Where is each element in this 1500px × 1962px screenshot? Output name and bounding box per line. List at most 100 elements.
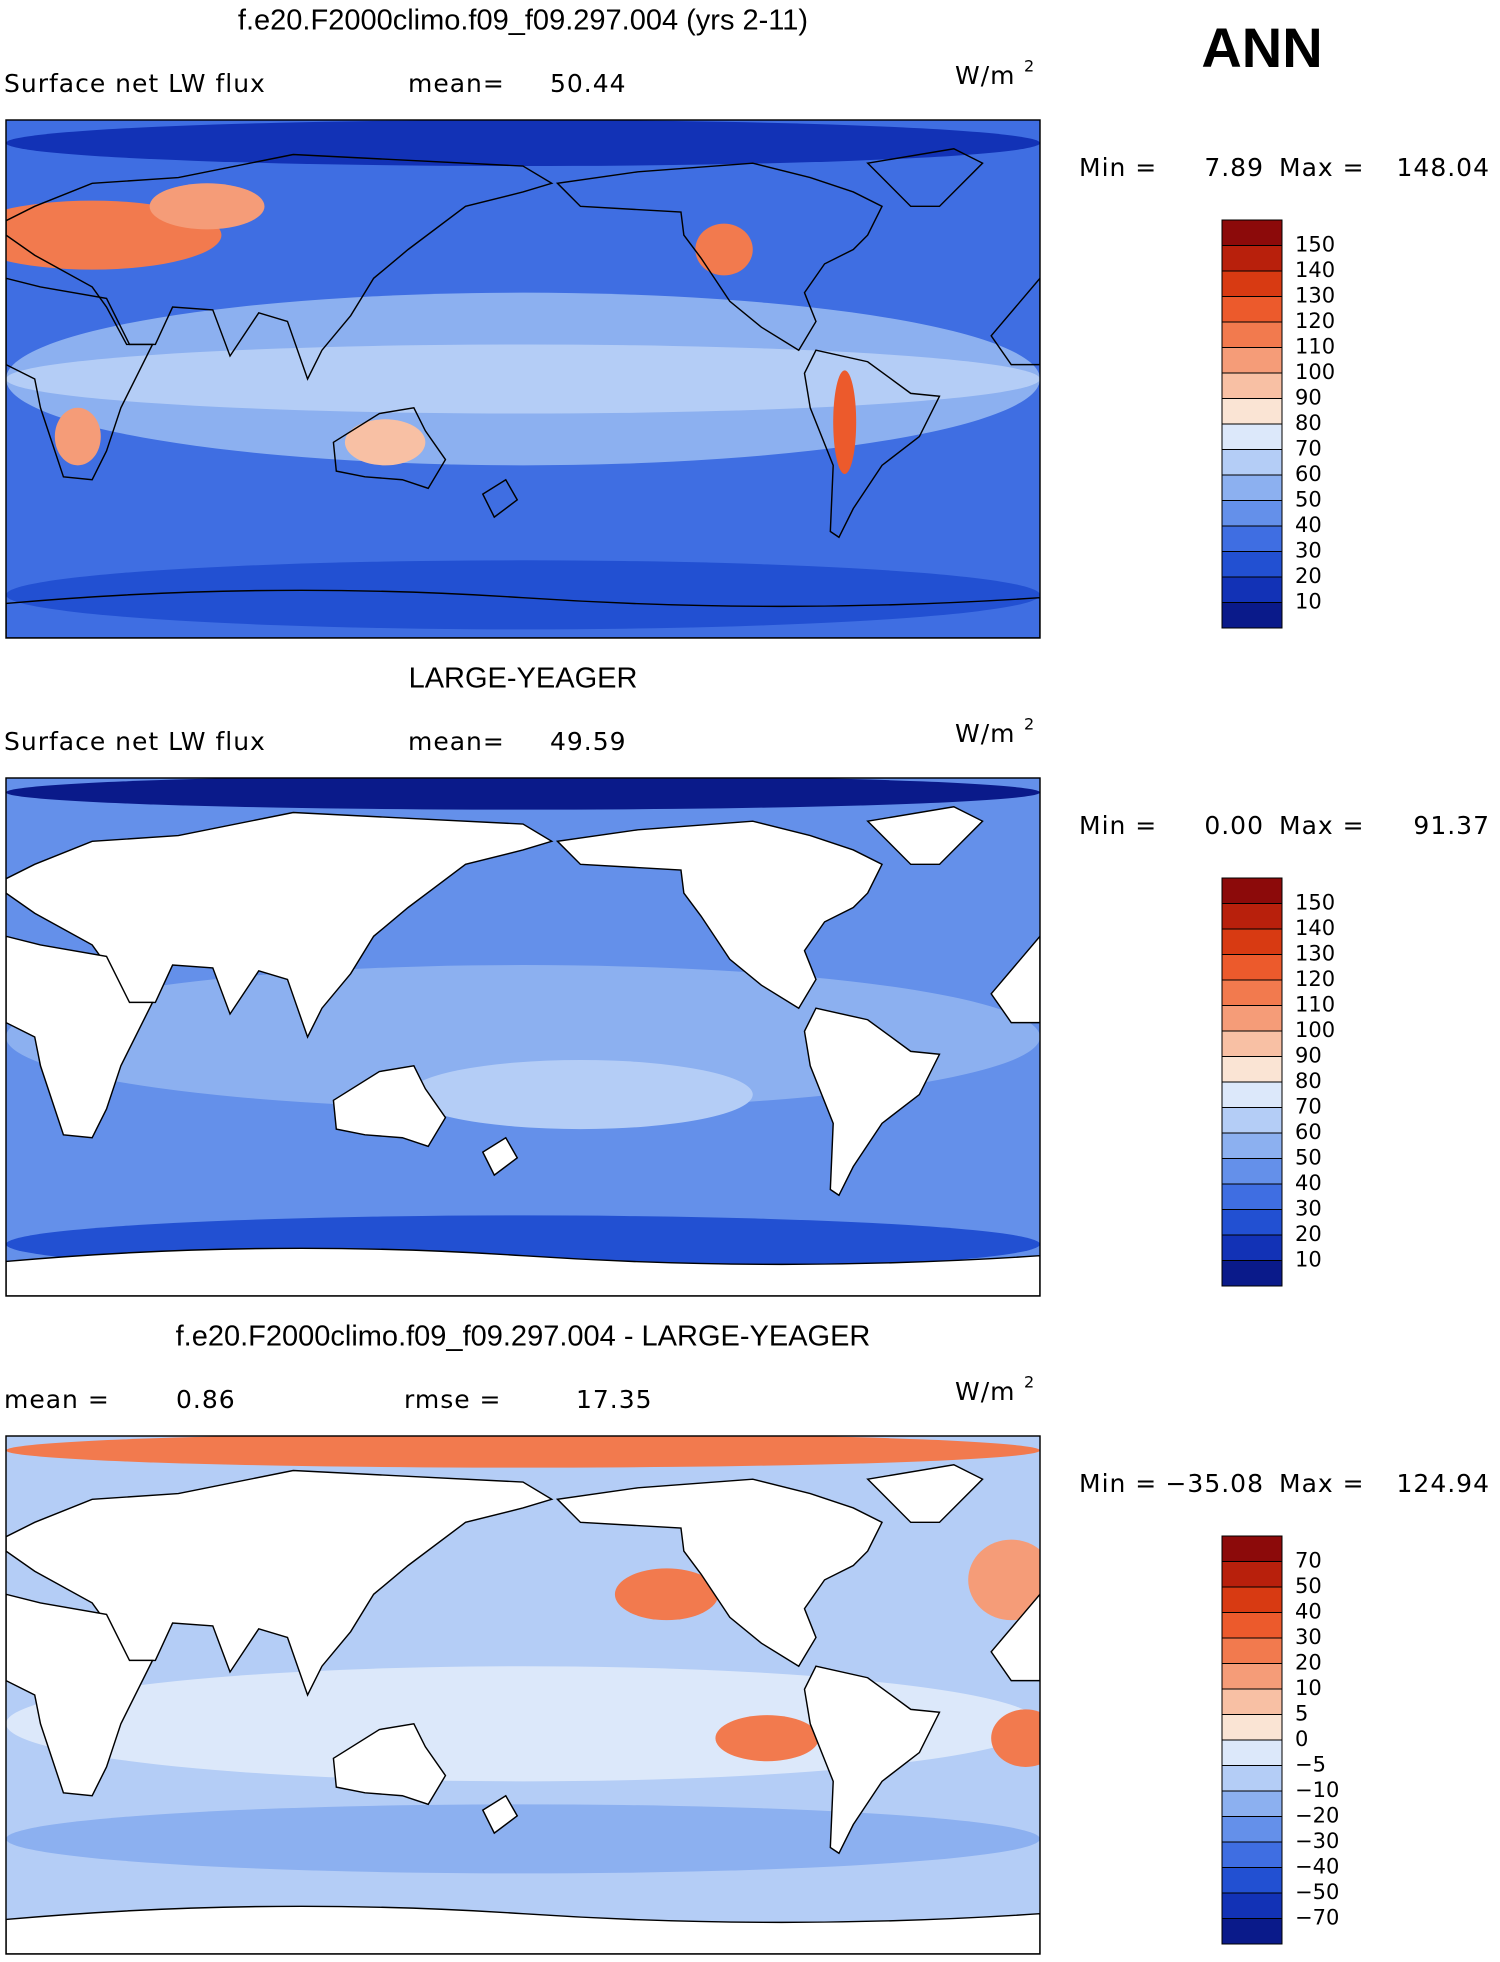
- colorbar-box: [1221, 1535, 1283, 1562]
- map: [5, 777, 1041, 1297]
- colorbar-label: 110: [1295, 993, 1335, 1017]
- units: W/m: [955, 1377, 1016, 1406]
- colorbar-box: [1221, 602, 1283, 629]
- field-region: [6, 778, 1040, 810]
- colorbar-box: [1221, 525, 1283, 552]
- panel: f.e20.F2000climo.f09_f09.297.004 - LARGE…: [4, 1321, 1490, 1955]
- stat-value: 49.59: [550, 727, 627, 756]
- panel: LARGE-YEAGER Surface net LW flux mean= 49.5…: [4, 663, 1490, 1297]
- colorbar-label: −70: [1295, 1906, 1339, 1930]
- colorbar-label: 80: [1295, 1069, 1322, 1093]
- map-field: [6, 120, 1040, 639]
- min-value: −35.08: [1165, 1469, 1264, 1498]
- stat-label: rmse =: [404, 1385, 502, 1414]
- field-region: [614, 1568, 719, 1621]
- colorbar-label: −5: [1295, 1753, 1326, 1777]
- colorbar-box: [1221, 1030, 1283, 1057]
- colorbar-box: [1221, 1612, 1283, 1639]
- colorbar-box: [1221, 1714, 1283, 1741]
- colorbar-label: −20: [1295, 1804, 1339, 1828]
- field-region: [6, 1436, 1040, 1468]
- colorbar-label: 0: [1295, 1727, 1308, 1751]
- colorbar-box: [1221, 500, 1283, 527]
- colorbar-label: 90: [1295, 1044, 1322, 1068]
- colorbar-label: 50: [1295, 1574, 1322, 1598]
- colorbar-label: 50: [1295, 1146, 1322, 1170]
- colorbar-label: 120: [1295, 967, 1335, 991]
- colorbar-box: [1221, 1867, 1283, 1894]
- colorbar-box: [1221, 1918, 1283, 1945]
- colorbar-label: −40: [1295, 1855, 1339, 1879]
- max-value: 91.37: [1413, 811, 1490, 840]
- units-superscript: 2: [1024, 715, 1034, 734]
- colorbar-box: [1221, 1765, 1283, 1792]
- field-region: [695, 223, 753, 276]
- units: W/m: [955, 61, 1016, 90]
- colorbar-box: [1221, 1081, 1283, 1108]
- colorbar-box: [1221, 1260, 1283, 1287]
- units-superscript: 2: [1024, 1373, 1034, 1392]
- colorbar-label: 30: [1295, 539, 1322, 563]
- field-region: [149, 183, 265, 230]
- colorbar-label: 130: [1295, 284, 1335, 308]
- colorbar-box: [1221, 903, 1283, 930]
- colorbar-box: [1221, 347, 1283, 374]
- colorbar-label: 140: [1295, 916, 1335, 940]
- field-label: Surface net LW flux: [4, 69, 266, 98]
- min-label: Min =: [1079, 1469, 1157, 1498]
- colorbar-label: 140: [1295, 258, 1335, 282]
- colorbar-label: 70: [1295, 1549, 1322, 1573]
- field-region: [6, 965, 1040, 1109]
- colorbar-box: [1221, 245, 1283, 272]
- colorbar-box: [1221, 1586, 1283, 1613]
- panel-title: f.e20.F2000climo.f09_f09.297.004 (yrs 2-…: [238, 5, 808, 37]
- map-frame: [5, 777, 1041, 1297]
- colorbar-box: [1221, 270, 1283, 297]
- stat-label: mean =: [4, 1385, 110, 1414]
- max-value: 124.94: [1397, 1469, 1490, 1498]
- max-label: Max =: [1279, 1469, 1365, 1498]
- colorbar-label: 30: [1295, 1197, 1322, 1221]
- field-region: [54, 407, 101, 466]
- colorbar-label: 10: [1295, 590, 1322, 614]
- min-value: 7.89: [1204, 153, 1264, 182]
- map-frame: [5, 1435, 1041, 1955]
- colorbar-box: [1221, 576, 1283, 603]
- colorbar-box: [1221, 1790, 1283, 1817]
- max-label: Max =: [1279, 153, 1365, 182]
- field-region: [833, 370, 857, 474]
- colorbar-label: 100: [1295, 1018, 1335, 1042]
- min-value: 0.00: [1204, 811, 1264, 840]
- colorbar-box: [1221, 877, 1283, 904]
- season-label: ANN: [1201, 16, 1322, 79]
- map-frame: [5, 119, 1041, 639]
- colorbar-box: [1221, 1056, 1283, 1083]
- colorbar-box: [1221, 1132, 1283, 1159]
- field-region: [715, 1715, 819, 1762]
- colorbar-box: [1221, 1816, 1283, 1843]
- field-region: [6, 560, 1040, 630]
- colorbar-box: [1221, 219, 1283, 246]
- field-region: [6, 120, 1040, 167]
- colorbar-label: 110: [1295, 335, 1335, 359]
- colorbar-box: [1221, 551, 1283, 578]
- colorbar-label: 80: [1295, 411, 1322, 435]
- colorbar-label: 30: [1295, 1625, 1322, 1649]
- colorbar-box: [1221, 1158, 1283, 1185]
- colorbar-label: 70: [1295, 1095, 1322, 1119]
- colorbar-label: 10: [1295, 1676, 1322, 1700]
- field-region: [991, 1709, 1040, 1767]
- colorbar-box: [1221, 1209, 1283, 1236]
- colorbar-box: [1221, 296, 1283, 323]
- colorbar-box: [1221, 474, 1283, 501]
- colorbar-label: 20: [1295, 1222, 1322, 1246]
- colorbar-label: −50: [1295, 1880, 1339, 1904]
- panel-title: f.e20.F2000climo.f09_f09.297.004 - LARGE…: [176, 1321, 871, 1353]
- colorbar-box: [1221, 1739, 1283, 1766]
- colorbar-label: 120: [1295, 309, 1335, 333]
- colorbar-box: [1221, 1892, 1283, 1919]
- units: W/m: [955, 719, 1016, 748]
- colorbar-box: [1221, 1183, 1283, 1210]
- map-field: [6, 1436, 1040, 1955]
